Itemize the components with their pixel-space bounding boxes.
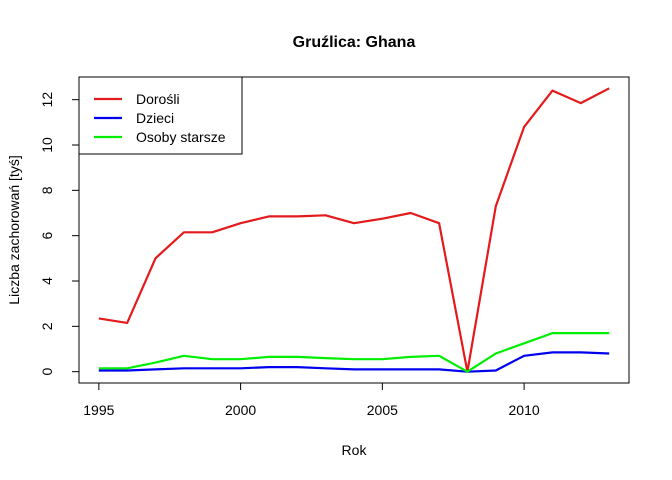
x-axis-label: Rok [342, 442, 368, 458]
series-line-3 [98, 332, 610, 373]
legend-label: Dzieci [136, 110, 174, 126]
series-layer [98, 87, 610, 373]
x-tick-label: 2010 [509, 402, 540, 418]
y-tick-label: 6 [39, 232, 55, 240]
y-tick-label: 4 [39, 277, 55, 285]
y-tick-label: 2 [39, 322, 55, 330]
y-tick-label: 8 [39, 186, 55, 194]
y-tick-label: 0 [39, 368, 55, 376]
legend-label: Dorośli [136, 91, 180, 107]
x-tick-label: 1995 [83, 402, 114, 418]
legend-box [78, 76, 243, 155]
y-tick-label: 12 [39, 92, 55, 108]
legend-label: Osoby starsze [136, 129, 226, 145]
legend: Dorośli Dzieci Osoby starsze [78, 76, 243, 155]
y-axis: 0 2 4 6 8 10 12 [39, 92, 80, 376]
chart-title: Gruźlica: Ghana [293, 34, 416, 51]
series-line-1 [98, 87, 610, 373]
y-tick-label: 10 [39, 137, 55, 153]
y-axis-label: Liczba zachorowań [tyś] [6, 155, 22, 304]
x-tick-label: 2000 [225, 402, 256, 418]
series-line-2 [98, 351, 610, 373]
x-axis: 1995 2000 2005 2010 [83, 382, 540, 418]
x-tick-label: 2005 [367, 402, 398, 418]
